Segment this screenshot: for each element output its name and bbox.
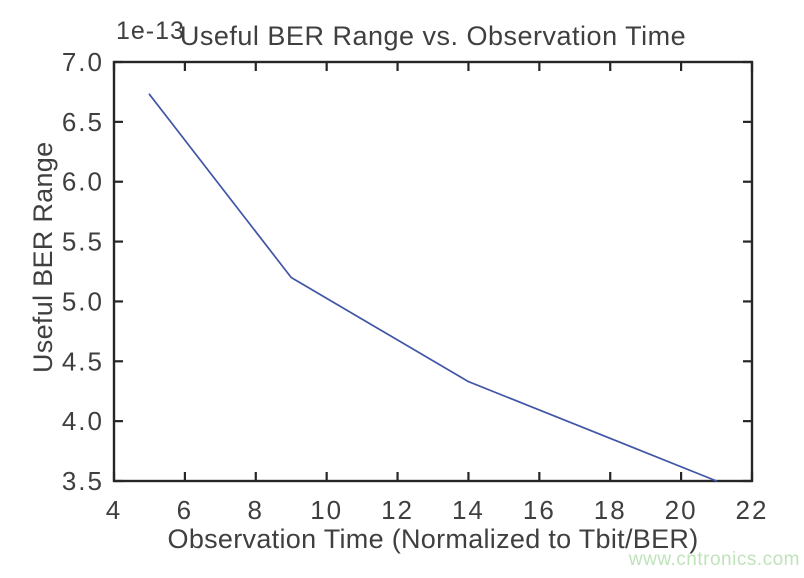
x-tick-label: 22 bbox=[736, 495, 769, 525]
x-tick-label: 14 bbox=[452, 495, 485, 525]
plot-frame bbox=[112, 60, 754, 483]
y-tick-label: 4.5 bbox=[62, 346, 104, 376]
x-tick-label: 6 bbox=[177, 495, 193, 525]
x-axis-label: Observation Time (Normalized to Tbit/BER… bbox=[167, 524, 699, 554]
y-tick-label: 6.0 bbox=[62, 167, 104, 197]
y-tick-label: 3.5 bbox=[62, 466, 104, 496]
x-tick-label: 12 bbox=[381, 495, 414, 525]
y-axis-offset-label: 1e-13 bbox=[116, 17, 185, 45]
x-tick-label: 8 bbox=[248, 495, 264, 525]
data-line bbox=[148, 93, 718, 482]
y-tick-label: 4.0 bbox=[62, 406, 104, 436]
chart-title: Useful BER Range vs. Observation Time bbox=[179, 21, 687, 51]
x-tick-label: 16 bbox=[523, 495, 556, 525]
x-tick-label: 20 bbox=[665, 495, 698, 525]
watermark: www.cntronics.com bbox=[628, 549, 800, 570]
y-tick-label: 6.5 bbox=[62, 107, 104, 137]
y-tick-label: 5.0 bbox=[62, 286, 104, 316]
x-tick-label: 18 bbox=[594, 495, 627, 525]
y-tick-label: 5.5 bbox=[62, 227, 104, 257]
x-tick-label: 10 bbox=[310, 495, 343, 525]
y-tick-label: 7.0 bbox=[62, 47, 104, 77]
x-tick-label: 4 bbox=[106, 495, 122, 525]
